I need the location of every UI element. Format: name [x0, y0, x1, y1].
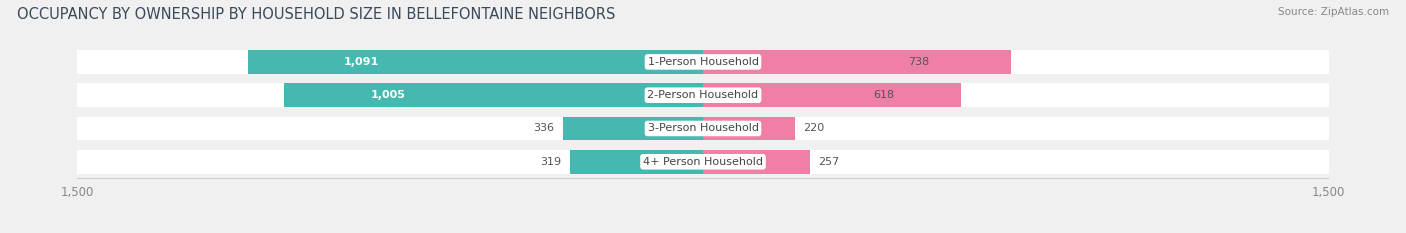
Bar [77, 116, 1329, 140]
Text: 257: 257 [818, 157, 839, 167]
Bar [77, 50, 1329, 74]
Text: 1,005: 1,005 [371, 90, 406, 100]
Text: 4+ Person Household: 4+ Person Household [643, 157, 763, 167]
Text: 618: 618 [873, 90, 894, 100]
Text: 319: 319 [540, 157, 561, 167]
Bar [703, 83, 960, 107]
Text: Source: ZipAtlas.com: Source: ZipAtlas.com [1278, 7, 1389, 17]
Bar [247, 50, 703, 74]
Bar [569, 150, 703, 174]
Text: 336: 336 [533, 123, 554, 134]
Text: 2-Person Household: 2-Person Household [647, 90, 759, 100]
Bar [703, 116, 794, 140]
Text: 3-Person Household: 3-Person Household [648, 123, 758, 134]
Text: 1-Person Household: 1-Person Household [648, 57, 758, 67]
Bar [703, 150, 810, 174]
Text: OCCUPANCY BY OWNERSHIP BY HOUSEHOLD SIZE IN BELLEFONTAINE NEIGHBORS: OCCUPANCY BY OWNERSHIP BY HOUSEHOLD SIZE… [17, 7, 616, 22]
Text: 738: 738 [908, 57, 929, 67]
Bar [284, 83, 703, 107]
Text: 1,091: 1,091 [344, 57, 380, 67]
Bar [77, 150, 1329, 174]
Bar [703, 50, 1011, 74]
Bar [77, 83, 1329, 107]
Bar [562, 116, 703, 140]
Text: 220: 220 [803, 123, 824, 134]
